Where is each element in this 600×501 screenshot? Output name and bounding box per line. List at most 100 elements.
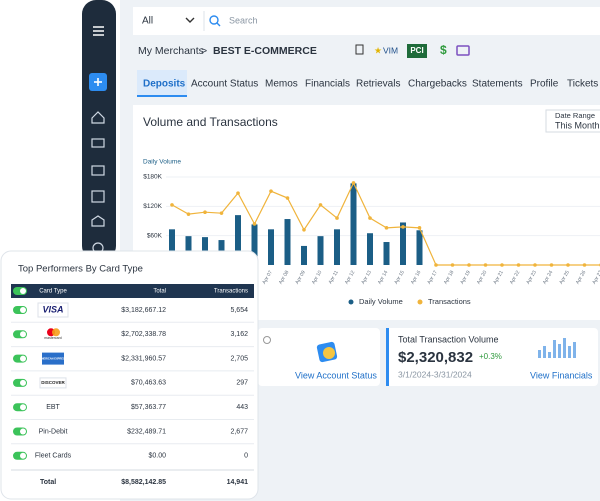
logo-box xyxy=(37,302,69,318)
search-icon xyxy=(216,22,221,27)
table-cell: $2,702,338.78 xyxy=(121,331,166,338)
badge-dollar: $ xyxy=(440,43,447,57)
transactions-point xyxy=(483,263,488,267)
search-input[interactable]: Search xyxy=(229,15,258,25)
sidebar xyxy=(82,0,116,260)
volume-period: 3/1/2024-3/31/2024 xyxy=(398,369,472,379)
legend-swatch xyxy=(348,299,354,305)
total-cell: $8,582,142.85 xyxy=(121,479,166,486)
table-cell: 5,654 xyxy=(230,307,248,314)
search-bar xyxy=(133,7,600,35)
volume-bar xyxy=(416,230,423,265)
transactions-point xyxy=(566,263,570,267)
volume-bar xyxy=(235,215,241,265)
toggle-knob xyxy=(20,404,26,411)
breadcrumb-current: BEST E-COMMERCE xyxy=(213,45,317,57)
volume-bar xyxy=(317,236,324,265)
legend-label: Transactions xyxy=(428,297,471,306)
table-cell: $70,463.63 xyxy=(131,380,166,387)
card-type: Fleet Cards xyxy=(35,453,72,460)
transactions-point xyxy=(533,263,537,267)
transactions-point xyxy=(302,228,306,232)
y-axis-label: Daily Volume xyxy=(143,159,181,166)
column-header: Total xyxy=(153,289,166,295)
info-icon xyxy=(263,336,271,344)
transactions-point xyxy=(401,225,405,229)
active-tab-bg xyxy=(137,70,187,97)
table-cell: $57,363.77 xyxy=(131,404,166,411)
toggle-knob xyxy=(20,379,26,386)
transactions-point xyxy=(285,196,290,200)
financials-link[interactable]: View Financials xyxy=(530,370,593,380)
volume-bar xyxy=(400,222,406,265)
volume-change: +0.3% xyxy=(479,352,502,361)
logo-box xyxy=(42,352,64,365)
volume-bar xyxy=(301,245,307,265)
breadcrumb-parent[interactable]: My Merchants xyxy=(138,45,204,57)
transactions-point xyxy=(236,191,240,195)
plus-icon xyxy=(94,78,102,86)
chart-title: Volume and Transactions xyxy=(143,115,278,129)
volume-bar xyxy=(284,219,291,265)
badge-graphic xyxy=(323,347,335,359)
logo-box xyxy=(39,377,67,389)
tab[interactable]: Retrievals xyxy=(356,79,400,90)
volume-title: Total Transaction Volume xyxy=(398,334,499,344)
transactions-point xyxy=(417,226,422,230)
table-cell: 2,677 xyxy=(230,428,248,435)
transactions-point xyxy=(170,203,174,207)
total-cell: Total xyxy=(40,479,56,486)
toggle-knob xyxy=(20,288,26,294)
menu-icon[interactable] xyxy=(93,26,104,36)
tab[interactable]: Tickets xyxy=(567,79,598,90)
account-link[interactable]: View Account Status xyxy=(295,370,377,380)
volume-bar xyxy=(251,224,258,265)
transactions-point xyxy=(219,211,224,215)
total-cell: 14,941 xyxy=(227,479,249,486)
volume-bar xyxy=(367,233,373,265)
column-header: Card Type xyxy=(39,289,67,295)
pci-bg xyxy=(407,44,427,58)
volume-bar xyxy=(169,229,175,265)
badge-vim: VIM xyxy=(383,45,398,55)
transactions-point xyxy=(351,181,356,185)
sidebar-icons[interactable] xyxy=(91,111,105,254)
toggle-knob xyxy=(20,331,26,338)
transactions-point xyxy=(203,210,207,214)
tab[interactable]: Memos xyxy=(265,79,298,90)
tab[interactable]: Financials xyxy=(305,79,350,90)
toggle-knob xyxy=(20,452,26,459)
table-cell: $0.00 xyxy=(148,453,166,460)
search-icon xyxy=(209,15,219,25)
tab[interactable]: Deposits xyxy=(143,79,186,90)
toggle-knob xyxy=(20,355,26,362)
transactions-point xyxy=(269,189,273,193)
card-type: Pin-Debit xyxy=(39,428,68,435)
table-cell: 0 xyxy=(244,453,248,460)
breadcrumb-separator: > xyxy=(201,45,207,57)
scope-select[interactable]: All xyxy=(142,16,153,27)
star: ★ xyxy=(374,45,382,55)
x-tick-label: Apr 27 xyxy=(591,269,600,285)
briefcase-icon[interactable] xyxy=(456,45,470,56)
column-header: Transactions xyxy=(214,289,248,295)
y-tick-label: $180K xyxy=(143,174,162,181)
table-cell: 2,705 xyxy=(230,355,248,362)
copy-icon[interactable] xyxy=(355,44,364,55)
transactions-point xyxy=(467,263,471,267)
table-cell: $2,331,960.57 xyxy=(121,355,166,362)
card-type: mastercard xyxy=(44,336,62,340)
date-range-select[interactable] xyxy=(545,109,600,133)
transactions-point xyxy=(450,263,455,267)
tab[interactable]: Account Status xyxy=(191,79,258,90)
tab[interactable]: Statements xyxy=(472,79,523,90)
tab[interactable]: Chargebacks xyxy=(408,79,467,90)
transactions-point xyxy=(368,216,372,220)
card-type: DISCOVER xyxy=(41,380,65,385)
tab[interactable]: Profile xyxy=(530,79,559,90)
transactions-point xyxy=(318,203,323,207)
y-tick-label: $120K xyxy=(143,203,162,210)
table-header xyxy=(11,284,254,298)
volume-card xyxy=(386,328,598,386)
